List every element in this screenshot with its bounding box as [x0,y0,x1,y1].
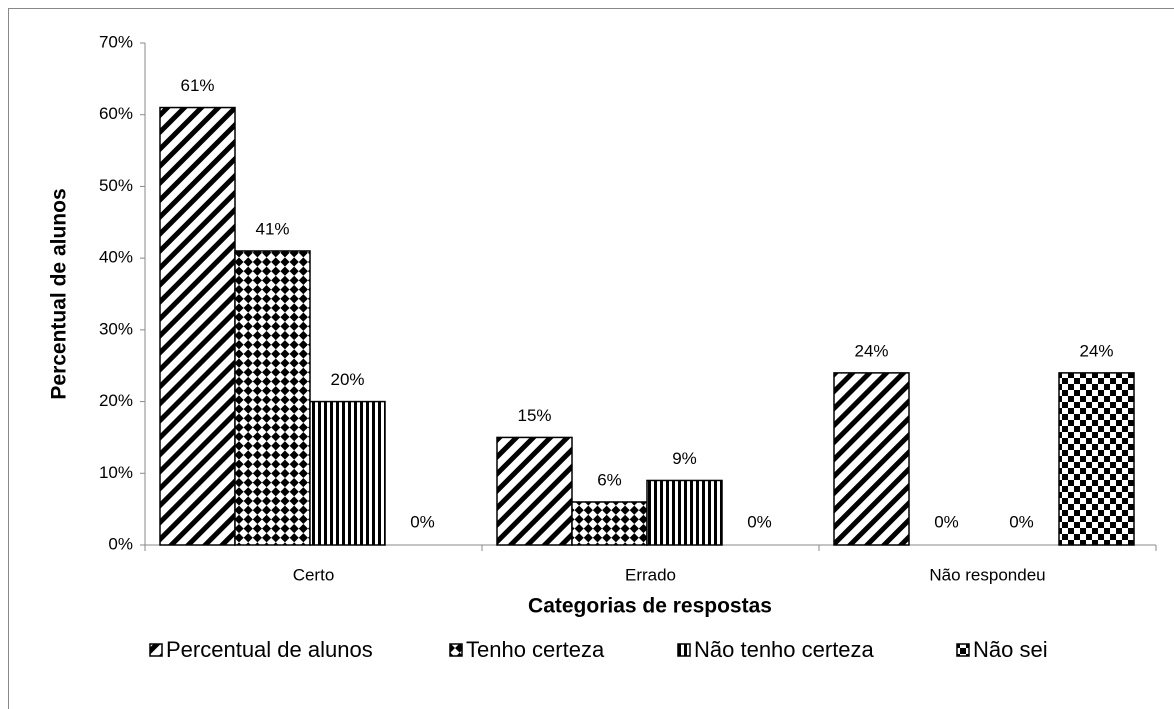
value-label: 0% [410,512,435,531]
legend-label: Não sei [973,637,1048,662]
legend-label: Tenho certeza [466,637,605,662]
bar [646,479,723,546]
value-label: 15% [517,406,551,425]
bar [833,372,910,546]
x-axis-title: Categorias de respostas [528,595,772,618]
y-axis-title: Percentual de alunos [48,188,71,399]
bar [159,106,236,546]
legend-label: Não tenho certeza [694,637,875,662]
bar [1058,372,1135,546]
value-label: 61% [180,76,214,95]
legend-swatch [677,643,691,657]
y-tick-label: 0% [108,534,133,553]
y-tick-label: 20% [99,391,133,410]
value-label: 24% [854,341,888,360]
value-label: 20% [330,370,364,389]
frame [8,8,1174,709]
y-tick-label: 10% [99,463,133,482]
y-tick-label: 60% [99,104,133,123]
bar [496,436,573,546]
legend-swatch [956,643,970,657]
y-tick-label: 40% [99,248,133,267]
value-label: 0% [747,512,772,531]
legend-swatch [449,643,463,657]
legend-label: Percentual de alunos [166,637,373,662]
y-tick-label: 70% [99,32,133,51]
x-tick-label: Certo [293,565,335,584]
x-tick-label: Não respondeu [929,565,1045,584]
y-tick-label: 50% [99,176,133,195]
value-label: 24% [1079,341,1113,360]
bar [571,501,648,546]
bar [234,250,311,546]
bar [309,400,386,546]
y-tick-label: 30% [99,319,133,338]
value-label: 9% [672,449,697,468]
value-label: 6% [597,470,622,489]
x-tick-label: Errado [625,565,676,584]
value-label: 0% [934,512,959,531]
legend-swatch [149,643,163,657]
value-label: 0% [1009,512,1034,531]
value-label: 41% [255,219,289,238]
